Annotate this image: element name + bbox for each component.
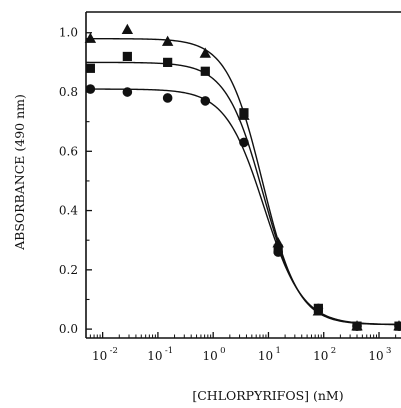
square-point: [163, 57, 173, 67]
square-point: [200, 66, 210, 76]
x-tick-exponent: -1: [165, 346, 173, 356]
triangle-fit-curve: [86, 37, 401, 326]
y-tick-label: 0.4: [59, 204, 78, 218]
triangle-point: [199, 47, 211, 58]
triangle-point: [84, 32, 97, 43]
square-point: [122, 51, 132, 62]
y-tick-label: 1.0: [59, 26, 78, 40]
x-tick-label: 10: [92, 349, 107, 363]
data-markers: [84, 23, 401, 331]
x-tick-exponent: 2: [331, 346, 336, 356]
circle-fit-curve: [86, 88, 401, 326]
y-tick-label: 0.0: [59, 322, 78, 336]
circle-point: [122, 87, 133, 97]
y-tick-label: 0.2: [59, 263, 78, 277]
square-fit-curve: [86, 61, 401, 326]
triangle-point: [121, 23, 134, 34]
x-axis-label: [CHLORPYRIFOS] (nM): [192, 388, 343, 403]
x-tick-exponent: 0: [220, 346, 225, 356]
circle-point: [313, 303, 324, 314]
plot-axes: [85, 11, 401, 339]
y-tick-label: 0.6: [59, 144, 78, 158]
circle-point: [85, 84, 96, 94]
tick-labels: 0.00.20.40.60.81.010 -2 10 -1 10 0 10 1 10 2 10 3: [59, 26, 392, 363]
fitted-curves: [86, 37, 401, 326]
y-axis-label: ABSORBANCE (490 nm): [12, 94, 27, 251]
circle-point: [394, 321, 401, 331]
x-tick-exponent: 1: [275, 346, 280, 356]
y-tick-label: 0.8: [59, 85, 78, 99]
circle-point: [239, 137, 249, 148]
x-tick-exponent: 3: [386, 346, 391, 356]
triangle-point: [161, 35, 174, 46]
x-tick-exponent: -2: [110, 346, 118, 356]
circle-point: [273, 247, 283, 257]
circle-point: [352, 321, 362, 331]
square-point: [239, 108, 249, 118]
x-tick-label: 10: [368, 349, 383, 363]
circle-point: [200, 96, 211, 106]
x-tick-label: 10: [147, 349, 162, 363]
circle-point: [162, 93, 173, 103]
x-tick-label: 10: [258, 349, 273, 363]
square-point: [85, 63, 95, 73]
x-tick-label: 10: [313, 349, 328, 363]
x-tick-label: 10: [203, 349, 218, 363]
